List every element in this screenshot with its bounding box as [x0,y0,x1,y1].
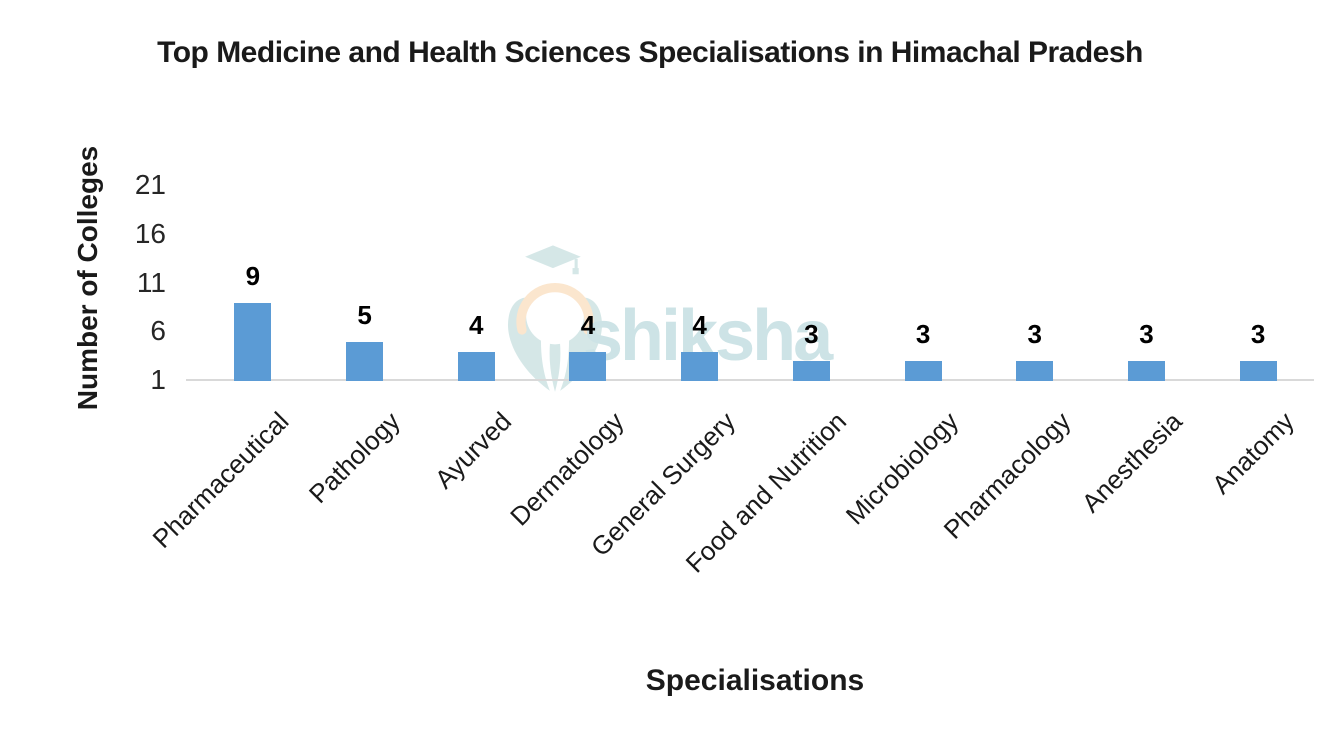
x-tick-label: Anatomy [1205,406,1300,500]
bar [792,361,830,381]
x-tick-label: Dermatology [503,406,630,532]
y-tick-label: 21 [134,169,166,200]
chart-title: Top Medicine and Health Sciences Special… [157,36,1143,69]
bar [346,342,384,381]
x-axis-title: Specialisations [645,664,865,697]
y-tick-label: 16 [134,217,166,249]
bar [904,361,942,381]
x-tick-label: Microbiology [839,406,965,531]
bar [569,352,607,381]
bar-value-label: 3 [1139,319,1154,349]
bar-value-label: 4 [469,310,484,340]
x-tick-label: Ayurved [429,406,518,495]
shiksha-logo-icon [507,245,603,392]
bar-value-label: 3 [915,319,931,349]
y-tick-label: 6 [150,315,166,347]
x-tick-label: Pathology [302,406,406,509]
x-tick-label: Pharmaceutical [146,406,295,554]
bar-value-label: 4 [692,310,707,340]
bar-value-label: 3 [804,319,819,349]
y-tick-label: 11 [136,266,166,298]
bar-value-label: 9 [245,261,261,291]
bar [1239,361,1277,381]
x-tick-label: Anesthesia [1075,406,1188,519]
bar [681,352,719,381]
bar-value-label: 3 [1250,319,1266,349]
bar [1016,361,1054,381]
bar [1127,361,1165,381]
bar-value-label: 4 [580,310,596,340]
y-axis-title: Number of Colleges [72,145,103,411]
y-tick-label: 1 [150,364,166,395]
bar [234,303,272,381]
bar [457,352,495,381]
bar-value-label: 5 [357,300,372,330]
x-axis-line [186,379,1314,381]
bar-value-label: 3 [1027,319,1042,349]
